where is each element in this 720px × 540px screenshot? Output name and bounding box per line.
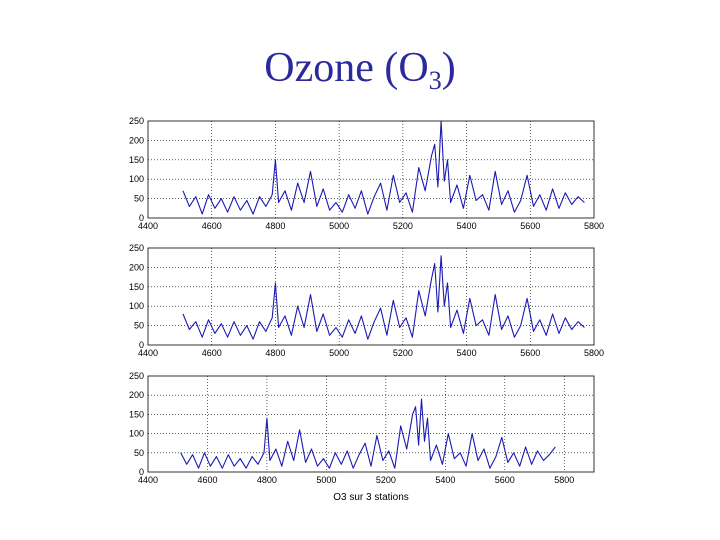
x-tick-label: 4600 [202,348,222,358]
y-tick-label: 0 [139,340,144,350]
x-tick-label: 5000 [329,348,349,358]
series-line [180,398,556,469]
x-tick-label: 4400 [138,475,158,485]
plot-frame [147,120,595,219]
x-tick-label: 5000 [329,221,349,231]
plot-frame [147,375,595,473]
series-line [182,120,585,215]
y-tick-label: 200 [129,390,144,400]
x-tick-label: 5400 [457,348,477,358]
y-tick-label: 200 [129,262,144,272]
x-tick-label: 5800 [584,221,604,231]
y-tick-label: 100 [129,174,144,184]
y-tick-label: 50 [134,321,144,331]
plot-frame [147,247,595,346]
x-tick-label: 5200 [393,348,413,358]
y-tick-label: 250 [129,371,144,381]
slide-title: Ozone (O3) [0,44,720,96]
x-tick-label: 5200 [376,475,396,485]
x-tick-label: 5600 [520,221,540,231]
x-tick-label: 5800 [584,348,604,358]
x-tick-label: 5800 [554,475,574,485]
x-tick-label: 5000 [316,475,336,485]
x-tick-label: 4800 [265,221,285,231]
y-tick-label: 50 [134,448,144,458]
y-tick-label: 250 [129,243,144,253]
title-text: Ozone (O [264,45,429,91]
x-tick-label: 4800 [265,348,285,358]
y-tick-label: 0 [139,213,144,223]
y-tick-label: 200 [129,135,144,145]
y-tick-label: 250 [129,116,144,126]
x-tick-label: 4400 [138,348,158,358]
x-tick-label: 4800 [257,475,277,485]
y-tick-label: 150 [129,155,144,165]
x-tick-label: 5400 [457,221,477,231]
x-tick-label: 5600 [495,475,515,485]
y-tick-label: 100 [129,301,144,311]
x-tick-label: 4600 [197,475,217,485]
x-tick-label: 5400 [435,475,455,485]
x-axis-caption: O3 sur 3 stations [333,492,409,503]
y-tick-label: 50 [134,194,144,204]
y-tick-label: 150 [129,409,144,419]
title-subscript: 3 [428,66,442,95]
y-tick-label: 0 [139,467,144,477]
y-tick-label: 100 [129,429,144,439]
x-tick-label: 5600 [520,348,540,358]
series-line [182,255,585,340]
x-tick-label: 4600 [202,221,222,231]
title-close: ) [441,45,456,91]
x-tick-label: 5200 [393,221,413,231]
y-tick-label: 150 [129,282,144,292]
x-tick-label: 4400 [138,221,158,231]
